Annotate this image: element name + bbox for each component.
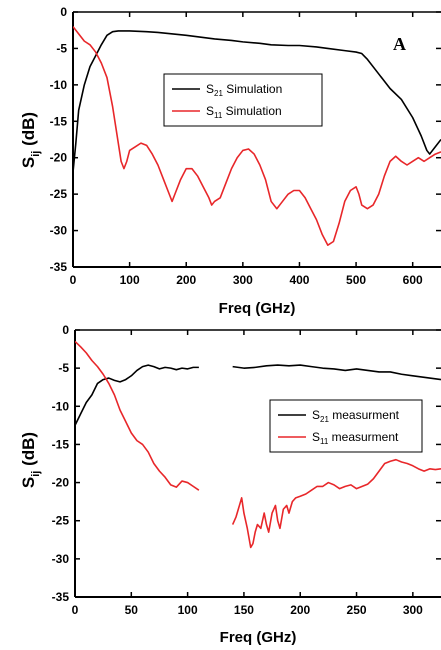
y-axis-title-main: S [19, 157, 38, 168]
s21-series-line [73, 30, 441, 173]
s11-series-line [231, 458, 441, 549]
legend-entry-label: S11 measurment [312, 430, 399, 446]
y-axis-title-unit: (dB) [19, 432, 38, 471]
y-tick-label: -25 [50, 187, 68, 201]
y-axis-title-sub: ij [30, 151, 42, 157]
legend-entry-main: S [312, 408, 320, 422]
legend-box [269, 399, 423, 453]
x-tick-label: 400 [289, 273, 309, 287]
legend-entry-sub: 11 [214, 111, 223, 120]
x-tick-label: 50 [125, 603, 139, 617]
y-axis-title-unit: (dB) [19, 112, 38, 151]
x-tick-label: 200 [176, 273, 196, 287]
legend-entry-main: S [312, 430, 320, 444]
legend-entry-sub: 21 [214, 89, 223, 98]
y-axis-title-sub: ij [30, 471, 42, 477]
y-tick-label: -5 [58, 361, 69, 375]
x-tick-label: 300 [403, 603, 423, 617]
y-tick-label: -10 [50, 78, 68, 92]
s11-series-line [73, 26, 441, 246]
legend-box [163, 73, 323, 127]
legend-entry-rest: Simulation [222, 104, 281, 118]
x-tick-label: 250 [347, 603, 367, 617]
legend-entry-sub: 21 [320, 415, 329, 424]
x-tick-label: 0 [72, 603, 79, 617]
y-tick-label: -20 [52, 476, 70, 490]
y-tick-label: 0 [60, 5, 67, 19]
x-axis-title: Freq (GHz) [220, 629, 297, 646]
panel-label: A [393, 34, 406, 54]
y-tick-label: -30 [52, 552, 70, 566]
legend-entry-rest: measurment [328, 430, 399, 444]
y-tick-label: -35 [50, 260, 68, 274]
legend-entry-sub: 11 [320, 437, 329, 446]
y-tick-label: -5 [56, 41, 67, 55]
x-tick-label: 500 [346, 273, 366, 287]
y-tick-label: -30 [50, 224, 68, 238]
x-tick-label: 0 [70, 273, 77, 287]
chart-panel-a: 0-5-10-15-20-25-30-350 100 200 300 400 500 600… [19, 5, 441, 317]
x-tick-label: 100 [178, 603, 198, 617]
x-tick-label: 300 [233, 273, 253, 287]
s21-series-line [232, 364, 441, 381]
x-tick-label: 150 [234, 603, 254, 617]
legend-entry-label: S21 measurment [312, 408, 400, 424]
y-tick-label: -20 [50, 151, 68, 165]
s21-series-line [75, 364, 199, 426]
x-tick-label: 200 [290, 603, 310, 617]
y-axis-title: Sij (dB) [19, 432, 42, 488]
plot-area [75, 340, 441, 549]
y-tick-label: -25 [52, 514, 70, 528]
y-tick-label: -35 [52, 590, 70, 604]
y-tick-label: 0 [62, 323, 69, 337]
legend-entry-rest: measurment [329, 408, 400, 422]
y-tick-label: -15 [50, 114, 68, 128]
plot-area [73, 26, 441, 246]
legend-entry-main: S [206, 104, 214, 118]
legend-entry-rest: Simulation [223, 82, 282, 96]
x-axis-title: Freq (GHz) [219, 300, 296, 317]
y-tick-label: -10 [52, 399, 70, 413]
chart-panel-b: 0-5-10-15-20-25-30-350 50 100 150 200 250 300F… [19, 323, 441, 646]
x-tick-label: 100 [120, 273, 140, 287]
y-axis-title-main: S [19, 477, 38, 488]
legend-entry-main: S [206, 82, 214, 96]
y-axis-title: Sij (dB) [19, 112, 42, 168]
x-tick-label: 600 [403, 273, 423, 287]
s11-series-line [75, 340, 200, 491]
y-tick-label: -15 [52, 437, 70, 451]
legend-entry-label: S21 Simulation [206, 82, 282, 98]
legend-entry-label: S11 Simulation [206, 104, 282, 120]
